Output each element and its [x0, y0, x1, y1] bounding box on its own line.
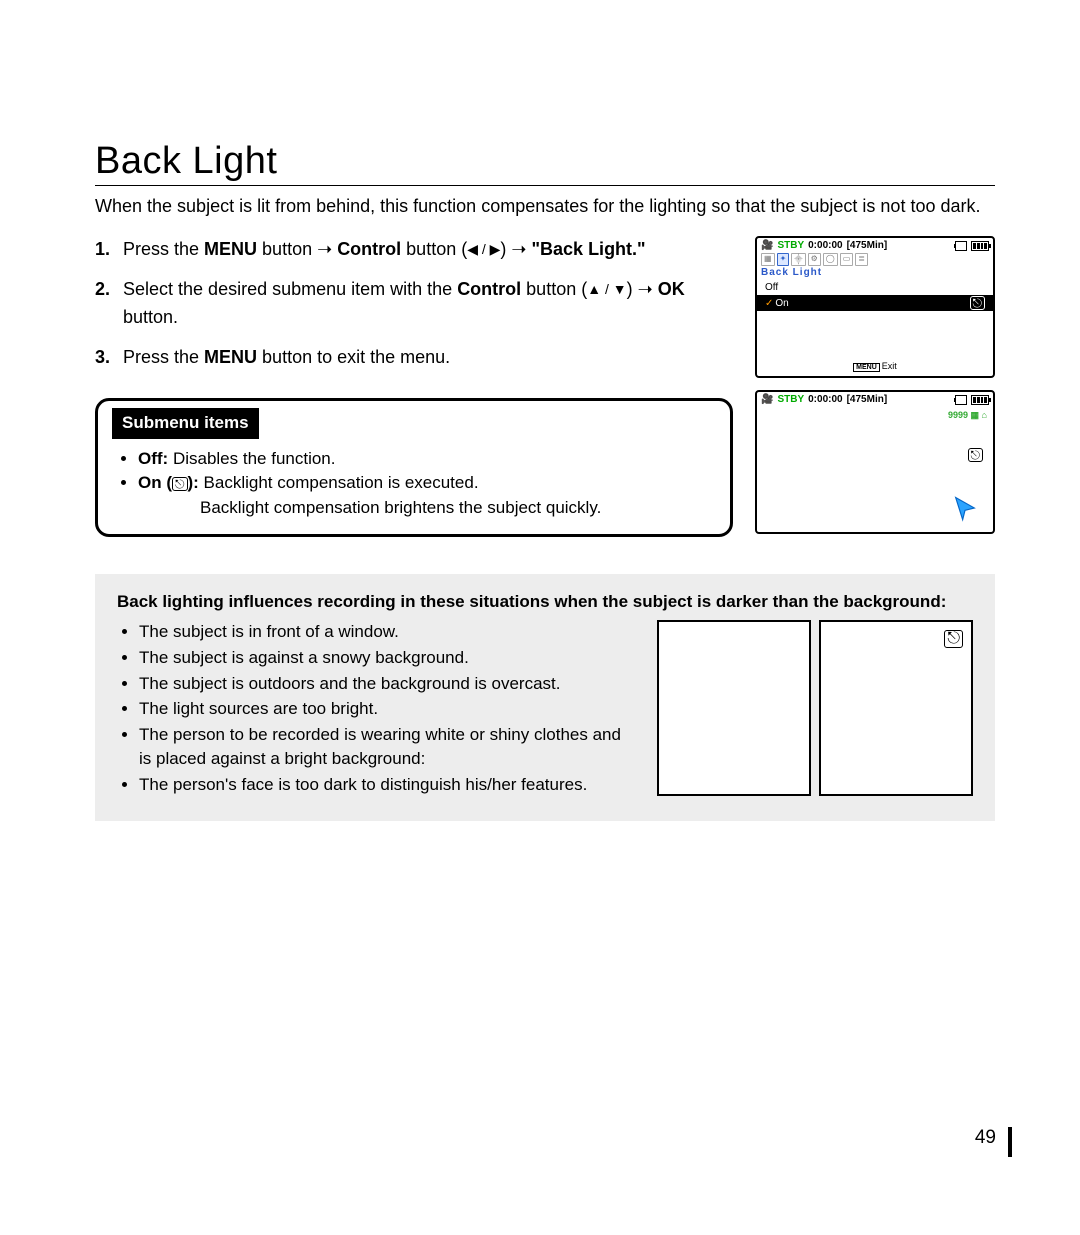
remain-label: [475Min]: [847, 394, 888, 405]
left-right-icon: ◀ / ▶: [467, 239, 500, 261]
steps-list: 1. Press the MENU button ➝ Control butto…: [95, 236, 733, 372]
card-icon: [955, 241, 967, 251]
up-down-icon: ▲ / ▼: [587, 279, 626, 301]
page-number: 49: [975, 1127, 996, 1149]
lcd-tabs: ▦✦⸎⚙◯▭≣: [757, 253, 993, 266]
stby-label: STBY: [777, 394, 804, 405]
lcd-count: 9999 ▦ ⌂: [948, 410, 987, 421]
lcd-screenshot-live: 🎥 STBY 0:00:00 [475Min] 9999 ▦ ⌂ ⎋: [755, 390, 995, 534]
page-title: Back Light: [95, 140, 995, 183]
intro-text: When the subject is lit from behind, thi…: [95, 194, 995, 218]
submenu-on: On (⎋): Backlight compensation is execut…: [138, 471, 712, 520]
title-rule: [95, 185, 995, 186]
time-label: 0:00:00: [808, 394, 842, 405]
step-num: 1.: [95, 236, 123, 264]
example-image-after: ⎋: [819, 620, 973, 796]
page-edge-bar: [1008, 1127, 1012, 1157]
mode-icon: 🎥: [761, 394, 773, 405]
step-body: Select the desired submenu item with the…: [123, 276, 733, 332]
note-item: The subject is outdoors and the backgrou…: [139, 672, 633, 696]
step-body: Press the MENU button to exit the menu.: [123, 344, 733, 372]
backlight-icon: ⎋: [944, 630, 963, 648]
step-1: 1. Press the MENU button ➝ Control butto…: [95, 236, 733, 264]
note-item: The light sources are too bright.: [139, 697, 633, 721]
backlight-icon: ⎋: [172, 477, 188, 491]
lcd-option-off: Off: [757, 279, 993, 295]
note-item: The person to be recorded is wearing whi…: [139, 723, 633, 771]
step-num: 3.: [95, 344, 123, 372]
backlight-icon: ⎋: [968, 448, 984, 462]
note-heading: Back lighting influences recording in th…: [117, 590, 973, 614]
lcd-option-on: ✓On⎋: [757, 295, 993, 311]
submenu-heading: Submenu items: [112, 408, 259, 439]
lcd-menu-exit: MENUExit: [757, 361, 993, 372]
step-3: 3. Press the MENU button to exit the men…: [95, 344, 733, 372]
note-item: The subject is against a snowy backgroun…: [139, 646, 633, 670]
example-image-before: [657, 620, 811, 796]
remain-label: [475Min]: [847, 240, 888, 251]
note-block: Back lighting influences recording in th…: [95, 574, 995, 820]
note-item: The subject is in front of a window.: [139, 620, 633, 644]
mode-icon: 🎥: [761, 240, 773, 251]
cursor-icon: [951, 494, 979, 522]
note-list: The subject is in front of a window. The…: [117, 620, 633, 797]
step-body: Press the MENU button ➝ Control button (…: [123, 236, 733, 264]
backlight-icon: ⎋: [970, 296, 986, 310]
step-2: 2. Select the desired submenu item with …: [95, 276, 733, 332]
step-num: 2.: [95, 276, 123, 332]
card-icon: [955, 395, 967, 405]
lcd-screenshot-menu: 🎥 STBY 0:00:00 [475Min] ▦✦⸎⚙◯▭≣ Back Lig…: [755, 236, 995, 378]
battery-icon: [971, 241, 989, 251]
note-item: The person's face is too dark to disting…: [139, 773, 633, 797]
lcd-menu-title: Back Light: [757, 266, 993, 279]
submenu-box: Submenu items Off: Disables the function…: [95, 398, 733, 538]
battery-icon: [971, 395, 989, 405]
stby-label: STBY: [777, 240, 804, 251]
time-label: 0:00:00: [808, 240, 842, 251]
submenu-off: Off: Disables the function.: [138, 447, 712, 472]
